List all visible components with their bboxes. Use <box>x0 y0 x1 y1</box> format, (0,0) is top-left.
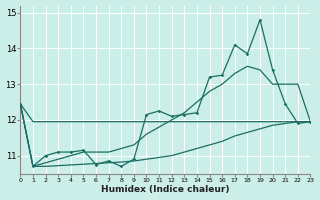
X-axis label: Humidex (Indice chaleur): Humidex (Indice chaleur) <box>101 185 230 194</box>
